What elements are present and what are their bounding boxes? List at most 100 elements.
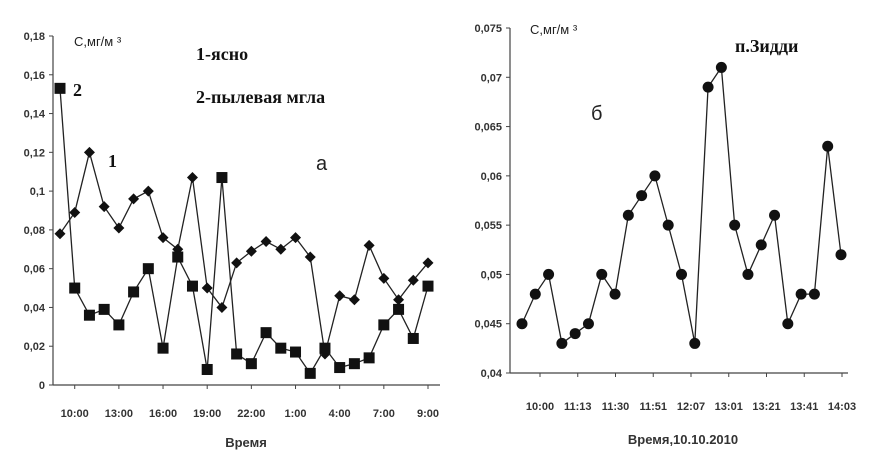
chart-b-y-tick-label: 0,04	[481, 368, 503, 380]
chart-b-y-tick-label: 0,075	[474, 23, 502, 35]
chart-a-x-tick-label: 13:00	[105, 408, 133, 420]
chart-b-series-point	[609, 288, 621, 300]
chart-b-series-point	[636, 190, 648, 202]
chart-a-y-tick-label: 0,14	[24, 109, 46, 121]
chart-a-series-2-point	[83, 309, 95, 321]
chart-a-x-tick-label: 10:00	[61, 408, 89, 420]
chart-a-series-2-point	[348, 358, 360, 370]
chart-a-series-1-point	[216, 301, 228, 313]
chart-a-y-tick-label: 0,02	[24, 341, 45, 353]
chart-b-series-point	[729, 219, 741, 231]
chart-a-series-2-point	[157, 342, 169, 354]
chart-a-x-tick-label: 9:00	[417, 408, 439, 420]
chart-a-series-1-point	[334, 290, 346, 302]
chart-a-y-tick-label: 0,12	[24, 147, 45, 159]
chart-b-series-line	[521, 65, 842, 345]
chart-a-series-1-point	[231, 257, 243, 269]
chart-a-series-1-point	[201, 282, 213, 294]
chart-a-series-2-point	[304, 367, 316, 379]
chart-a-series-2-point	[231, 348, 243, 360]
chart-a-series-2-point	[113, 319, 125, 331]
chart-a-series	[54, 82, 434, 379]
chart-a-y-tick-label: 0,04	[24, 302, 46, 314]
chart-a-series-1-point	[113, 222, 125, 234]
chart-b-x-ticks: 10:00 11:13 11:30 11:51 12:07 13:01 13:21 13:41…	[526, 373, 856, 413]
chart-b-series-point	[715, 61, 727, 73]
chart-b-series	[516, 61, 847, 349]
chart-a-series-1-point	[260, 236, 272, 248]
chart-a-series-1-point	[98, 201, 110, 213]
chart-a-xlabel: Время	[225, 435, 267, 450]
chart-b-panel-letter: б	[591, 103, 602, 125]
chart-a-series-2-point	[275, 342, 287, 354]
chart-a-series-2-point	[216, 172, 228, 184]
chart-a: 0 0,02 0,04 0,06 0,08 0,1 0,12 0,14 0,16 0,18 10:…	[24, 31, 440, 450]
chart-a-series-2-point	[186, 280, 198, 292]
chart-b-series-point	[702, 81, 714, 93]
chart-a-series-2-point	[201, 363, 213, 375]
chart-a-x-tick-label: 16:00	[149, 408, 177, 420]
chart-b-x-tick-label: 13:41	[790, 401, 818, 413]
chart-b-y-tick-label: 0,07	[481, 72, 502, 84]
chart-b-x-tick-label: 13:01	[715, 401, 743, 413]
chart-a-series-1-point	[422, 257, 434, 269]
chart-b-x-tick-label: 13:21	[752, 401, 780, 413]
chart-a-legend-item-2: 2-пылевая мгла	[196, 87, 325, 107]
chart-b-y-tick-label: 0,065	[474, 122, 502, 134]
chart-a-series-2-point	[422, 280, 434, 292]
chart-a-series-1-point	[378, 272, 390, 284]
chart-a-series-1-point	[290, 232, 302, 244]
chart-a-series-1-point	[363, 239, 375, 251]
chart-a-series-1-point	[54, 228, 66, 240]
chart-a-series-1-point	[304, 251, 316, 263]
chart-b-series-point	[689, 337, 701, 349]
chart-a-x-tick-label: 7:00	[373, 408, 395, 420]
chart-b-series-point	[769, 209, 781, 221]
chart-a-y-tick-label: 0,08	[24, 225, 45, 237]
chart-b-series-point	[543, 268, 555, 280]
chart-a-y-tick-label: 0,16	[24, 70, 45, 82]
chart-a-y-tick-label: 0,18	[24, 31, 45, 43]
chart-b-x-tick-label: 11:13	[564, 401, 592, 413]
chart-a-series-1-point	[407, 274, 419, 286]
chart-a-series-2-point	[378, 319, 390, 331]
chart-b-y-tick-label: 0,045	[474, 319, 502, 331]
chart-a-series-2-point	[407, 332, 419, 344]
chart-b-series-point	[808, 288, 820, 300]
chart-a-y-tick-label: 0,1	[30, 186, 45, 198]
chart-a-y-ticks: 0 0,02 0,04 0,06 0,08 0,1 0,12 0,14 0,16 0,18	[24, 31, 53, 392]
chart-a-series-2-point	[245, 358, 257, 370]
chart-b-title: п.Зидди	[735, 36, 798, 56]
chart-a-series-1-point	[186, 172, 198, 184]
chart-b-series-point	[662, 219, 674, 231]
chart-a-series-2-point	[98, 303, 110, 315]
chart-a-series-1-point	[142, 185, 154, 197]
chart-b-x-tick-label: 11:30	[602, 401, 630, 413]
chart-a-series-2-point	[319, 342, 331, 354]
chart-b-x-tick-label: 10:00	[526, 401, 554, 413]
chart-b-x-tick-label: 14:03	[828, 401, 856, 413]
chart-a-series-2-point	[69, 282, 81, 294]
chart-a-x-tick-label: 4:00	[329, 408, 351, 420]
chart-a-series-1-point	[128, 193, 140, 205]
chart-b-series-point	[529, 288, 541, 300]
chart-a-series-1-point	[83, 146, 95, 158]
chart-b-y-tick-label: 0,055	[474, 220, 502, 232]
chart-a-series-1-point	[157, 232, 169, 244]
chart-b-series-point	[742, 268, 754, 280]
chart-b-series-point	[795, 288, 807, 300]
chart-a-x-tick-label: 22:00	[237, 408, 265, 420]
chart-a-series-2-point	[393, 303, 405, 315]
chart-b-series-point	[755, 239, 767, 251]
chart-b-series-point	[569, 328, 581, 340]
chart-a-series-2-point	[172, 251, 184, 263]
chart-a-series-1-point	[275, 243, 287, 255]
chart-a-x-tick-label: 1:00	[285, 408, 307, 420]
chart-a-x-tick-label: 19:00	[193, 408, 221, 420]
chart-a-ylabel: С,мг/м ³	[74, 34, 122, 49]
chart-b-y-tick-label: 0,05	[481, 269, 502, 281]
chart-b-y-tick-label: 0,06	[481, 171, 502, 183]
chart-a-series-2-point	[142, 263, 154, 275]
chart-b-series-point	[676, 268, 687, 280]
